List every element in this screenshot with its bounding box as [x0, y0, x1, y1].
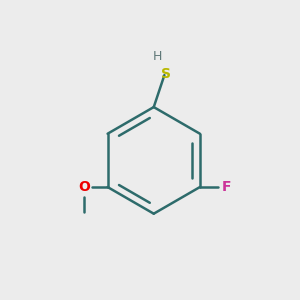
Text: H: H — [153, 50, 162, 63]
Text: O: O — [79, 180, 90, 194]
Text: S: S — [161, 67, 171, 81]
Text: F: F — [222, 180, 231, 194]
